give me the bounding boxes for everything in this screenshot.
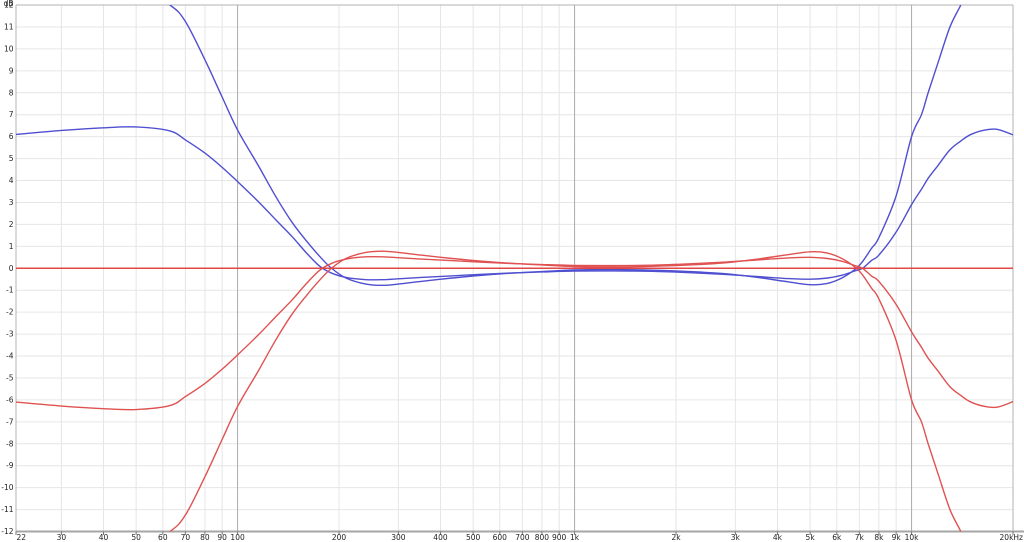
svg-text:0: 0: [9, 264, 14, 273]
svg-text:400: 400: [433, 533, 448, 542]
svg-text:-7: -7: [6, 417, 14, 426]
y-axis-labels: 1211109876543210-1-2-3-4-5-6-7-8-9-10-11…: [1, 0, 13, 536]
svg-text:22: 22: [17, 533, 27, 542]
svg-text:10: 10: [4, 44, 14, 53]
svg-text:-2: -2: [6, 308, 14, 317]
svg-text:5k: 5k: [806, 533, 816, 542]
svg-text:7k: 7k: [855, 533, 865, 542]
svg-text:7: 7: [9, 110, 14, 119]
curve-bass-treble-cut-max: [168, 250, 962, 532]
svg-text:80: 80: [200, 533, 210, 542]
svg-text:20kHz: 20kHz: [1000, 533, 1024, 542]
svg-text:800: 800: [535, 533, 550, 542]
svg-text:500: 500: [466, 533, 481, 542]
svg-text:40: 40: [99, 533, 109, 542]
x-axis-labels: 22 30 40 50 60 70 80 90 100 200 300 400 500 600 700 800…: [17, 533, 1024, 542]
svg-text:100: 100: [230, 533, 245, 542]
svg-text:-9: -9: [6, 461, 14, 470]
svg-text:-12: -12: [1, 527, 13, 536]
svg-text:6: 6: [9, 132, 14, 141]
svg-text:8k: 8k: [874, 533, 884, 542]
svg-text:-5: -5: [6, 373, 14, 382]
svg-text:4: 4: [9, 176, 14, 185]
svg-text:-11: -11: [1, 505, 13, 514]
y-axis-unit-label: dB: [4, 0, 14, 8]
svg-text:8: 8: [9, 88, 14, 97]
svg-text:700: 700: [515, 533, 530, 542]
svg-text:-10: -10: [1, 483, 13, 492]
svg-text:5: 5: [9, 154, 14, 163]
svg-text:-1: -1: [6, 286, 14, 295]
svg-text:60: 60: [158, 533, 168, 542]
svg-text:4k: 4k: [773, 533, 783, 542]
svg-text:9k: 9k: [892, 533, 902, 542]
curve-bass-treble-cut-mid: [16, 255, 1013, 411]
svg-text:200: 200: [332, 533, 347, 542]
svg-text:1k: 1k: [570, 533, 580, 542]
svg-text:6k: 6k: [832, 533, 842, 542]
svg-text:3k: 3k: [731, 533, 741, 542]
svg-text:11: 11: [4, 22, 14, 31]
svg-text:10k: 10k: [905, 533, 920, 542]
svg-text:12: 12: [4, 1, 14, 10]
svg-text:300: 300: [391, 533, 406, 542]
svg-text:-6: -6: [6, 395, 14, 404]
svg-text:-8: -8: [6, 439, 14, 448]
svg-text:3: 3: [9, 198, 14, 207]
svg-text:1: 1: [9, 242, 14, 251]
svg-text:30: 30: [57, 533, 67, 542]
svg-text:2: 2: [9, 220, 14, 229]
svg-text:50: 50: [131, 533, 141, 542]
svg-text:-4: -4: [6, 352, 14, 361]
svg-text:600: 600: [493, 533, 508, 542]
curve-bass-treble-boost-max: [168, 5, 962, 287]
svg-text:2k: 2k: [671, 533, 681, 542]
svg-text:-3: -3: [6, 330, 14, 339]
svg-text:70: 70: [181, 533, 191, 542]
curve-bass-treble-boost-mid: [16, 126, 1013, 281]
x-axis-ticks: [15, 531, 1014, 535]
svg-text:90: 90: [217, 533, 227, 542]
svg-text:9: 9: [9, 66, 14, 75]
svg-text:900: 900: [552, 533, 567, 542]
response-curves: [16, 5, 1013, 532]
